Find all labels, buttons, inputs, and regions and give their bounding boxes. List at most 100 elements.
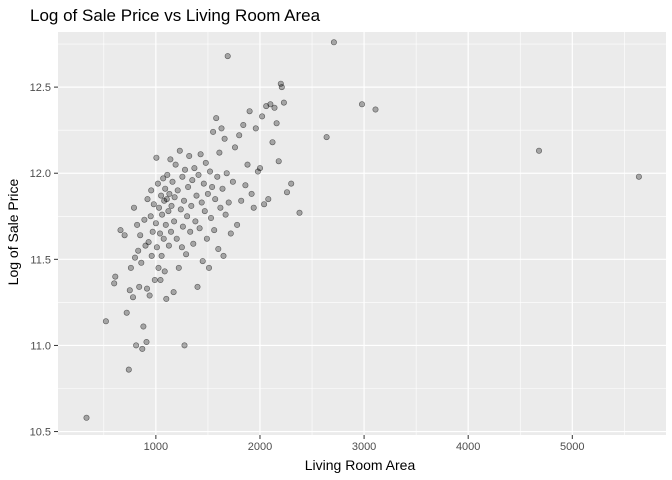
data-point bbox=[254, 168, 261, 175]
data-point bbox=[171, 194, 178, 201]
data-point bbox=[127, 264, 134, 271]
data-point bbox=[199, 258, 206, 265]
data-point bbox=[149, 228, 156, 235]
data-point bbox=[256, 165, 263, 172]
x-tick-label: 2000 bbox=[248, 441, 272, 453]
data-point bbox=[179, 173, 186, 180]
data-point bbox=[186, 153, 193, 160]
data-point bbox=[535, 147, 542, 154]
data-point bbox=[137, 232, 144, 239]
data-point bbox=[269, 139, 276, 146]
x-axis-title: Living Room Area bbox=[305, 457, 416, 473]
data-point bbox=[197, 151, 204, 158]
data-point bbox=[181, 197, 188, 204]
data-point bbox=[148, 252, 155, 259]
data-point bbox=[83, 414, 90, 421]
data-point bbox=[202, 159, 209, 166]
x-tick-label: 1000 bbox=[144, 441, 168, 453]
data-point bbox=[163, 295, 170, 302]
data-point bbox=[181, 342, 188, 349]
data-point bbox=[172, 161, 179, 168]
data-point bbox=[201, 208, 208, 215]
data-point bbox=[160, 235, 167, 242]
data-point bbox=[153, 244, 160, 251]
data-point bbox=[635, 173, 642, 180]
data-point bbox=[155, 264, 162, 271]
data-point bbox=[238, 197, 245, 204]
data-point bbox=[141, 216, 148, 223]
data-point bbox=[277, 80, 284, 87]
data-point bbox=[195, 171, 202, 178]
data-point bbox=[160, 175, 167, 182]
data-point bbox=[221, 135, 228, 142]
data-point bbox=[144, 196, 151, 203]
x-tick-label: 5000 bbox=[560, 441, 584, 453]
data-point bbox=[323, 134, 330, 141]
data-point bbox=[261, 201, 268, 208]
y-tick-label: 11.5 bbox=[30, 254, 51, 266]
data-point bbox=[227, 230, 234, 237]
data-point bbox=[139, 345, 146, 352]
data-point bbox=[188, 202, 195, 209]
data-point bbox=[171, 218, 178, 225]
data-point bbox=[133, 342, 140, 349]
data-point bbox=[166, 190, 173, 197]
data-point bbox=[224, 53, 231, 60]
data-point bbox=[157, 276, 164, 283]
data-point bbox=[165, 242, 172, 249]
data-point bbox=[162, 221, 169, 228]
data-point bbox=[208, 215, 215, 222]
data-point bbox=[159, 211, 166, 218]
data-point bbox=[112, 273, 119, 280]
data-point bbox=[217, 204, 224, 211]
data-point bbox=[218, 125, 225, 132]
data-points bbox=[83, 39, 642, 421]
data-point bbox=[206, 264, 213, 271]
data-point bbox=[265, 196, 272, 203]
data-point bbox=[130, 294, 137, 301]
data-point bbox=[131, 204, 138, 211]
x-tick-label: 3000 bbox=[352, 441, 376, 453]
data-point bbox=[273, 120, 280, 127]
data-point bbox=[182, 166, 189, 173]
y-axis: 10.5 11.0 11.5 12.0 12.5 bbox=[30, 82, 58, 439]
data-point bbox=[252, 125, 259, 132]
data-point bbox=[185, 184, 192, 191]
data-point bbox=[165, 208, 172, 215]
data-point bbox=[151, 276, 158, 283]
data-point bbox=[278, 84, 285, 91]
data-point bbox=[296, 209, 303, 216]
data-point bbox=[184, 213, 191, 220]
data-point bbox=[152, 220, 159, 227]
chart-title: Log of Sale Price vs Living Room Area bbox=[30, 6, 321, 25]
data-point bbox=[183, 251, 190, 258]
data-point bbox=[236, 132, 243, 139]
data-point bbox=[143, 338, 150, 345]
data-point bbox=[175, 264, 182, 271]
data-point bbox=[179, 223, 186, 230]
data-point bbox=[147, 213, 154, 220]
data-point bbox=[250, 204, 257, 211]
data-point bbox=[123, 309, 130, 316]
y-axis-title: Log of Sale Price bbox=[5, 178, 21, 285]
data-point bbox=[132, 254, 139, 261]
data-point bbox=[192, 218, 199, 225]
data-point bbox=[111, 280, 118, 287]
data-point bbox=[150, 201, 157, 208]
data-point bbox=[138, 259, 145, 266]
data-point bbox=[164, 171, 171, 178]
y-tick-label: 10.5 bbox=[30, 427, 51, 439]
data-point bbox=[154, 180, 161, 187]
data-point bbox=[148, 187, 155, 194]
data-point bbox=[200, 180, 207, 187]
data-point bbox=[271, 104, 278, 111]
data-point bbox=[158, 252, 165, 259]
data-point bbox=[223, 170, 230, 177]
data-point bbox=[207, 168, 214, 175]
data-point bbox=[135, 247, 142, 254]
data-point bbox=[174, 187, 181, 194]
data-point bbox=[222, 211, 229, 218]
data-point bbox=[280, 99, 287, 106]
data-point bbox=[158, 192, 165, 199]
plot-panel bbox=[58, 32, 666, 435]
